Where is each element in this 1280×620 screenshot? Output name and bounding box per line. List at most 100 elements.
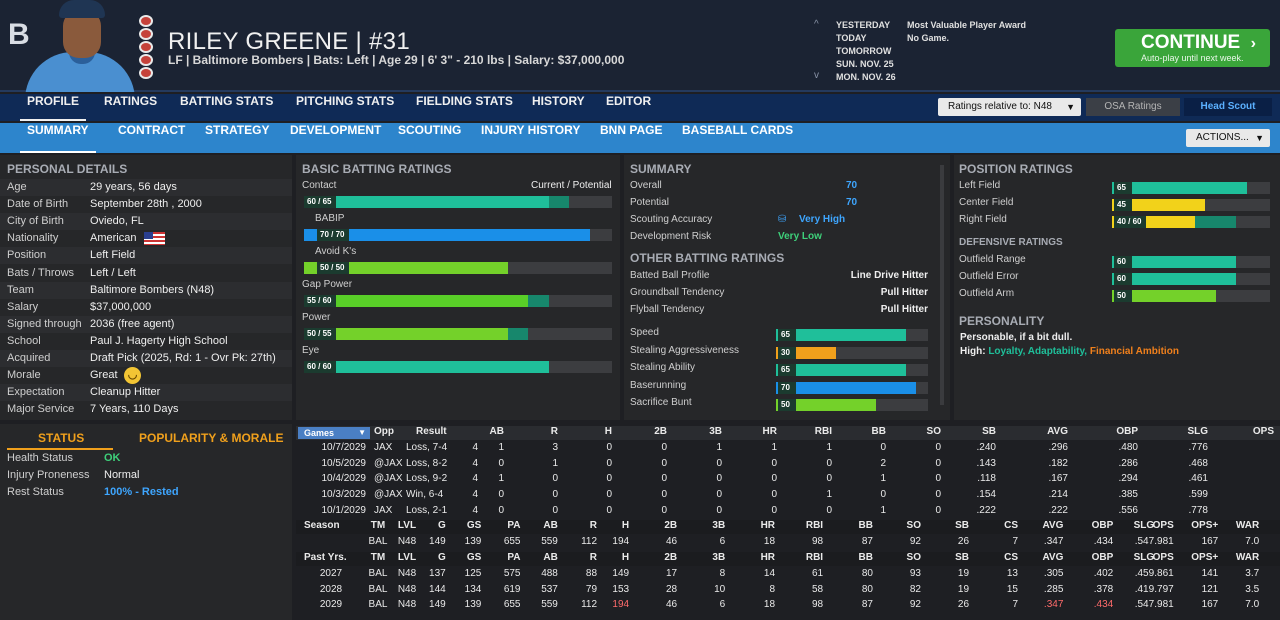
- season-row-cell: 26: [957, 536, 970, 547]
- season-header-row-cell: R: [589, 520, 598, 531]
- game-cell: 10/1/2029: [321, 504, 367, 516]
- position-current-fill: [1112, 182, 1247, 194]
- past-row-cell: 125: [464, 568, 482, 579]
- tab-popularity-morale[interactable]: POPULARITY & MORALE: [139, 431, 284, 445]
- tab-fielding-stats[interactable]: FIELDING STATS: [416, 94, 513, 108]
- defense-bar: [1112, 273, 1270, 285]
- rating-chip: 60 / 60: [304, 361, 336, 373]
- summary-label: Scouting Accuracy: [630, 214, 713, 225]
- bar-label: Stealing Aggressiveness: [630, 344, 739, 356]
- past-row-cell: 46: [666, 599, 678, 611]
- games-select[interactable]: Games ▼: [298, 427, 370, 439]
- game-row: 10/1/2029 JAX Loss, 2-1 4 0 0 0 0 0 0 0 1 0 .222 .222.…: [296, 505, 1280, 519]
- tab-editor[interactable]: EDITOR: [606, 94, 652, 108]
- chevron-up-icon[interactable]: ^: [814, 19, 819, 30]
- game-cell: Loss, 2-1: [406, 504, 448, 516]
- date-yesterday[interactable]: YESTERDAY: [836, 20, 891, 30]
- past-row-cell: 112: [581, 599, 598, 611]
- tab-batting-stats[interactable]: BATTING STATS: [180, 94, 274, 108]
- tab-injury-history[interactable]: INJURY HISTORY: [481, 123, 581, 137]
- season-row-cell: 139: [464, 536, 482, 547]
- date-sun[interactable]: SUN. NOV. 25: [836, 59, 894, 69]
- tab-baseball-cards[interactable]: BASEBALL CARDS: [682, 123, 794, 137]
- summary-value: Very Low: [778, 231, 822, 242]
- game-cell: 4: [472, 489, 478, 501]
- chevron-down-icon[interactable]: v: [814, 70, 819, 81]
- past-header-row-cell: PA: [507, 552, 521, 563]
- game-cell: 0: [826, 457, 832, 469]
- game-cell: 10/5/2029: [321, 457, 367, 469]
- detail-row: Nationality American: [0, 230, 292, 247]
- tab-pitching-stats[interactable]: PITCHING STATS: [296, 94, 395, 108]
- event-today: No Game.: [907, 33, 950, 43]
- games-header-cell: HR: [762, 426, 777, 437]
- position-bar: [1112, 182, 1270, 194]
- summary-bar-fill: [776, 381, 916, 394]
- games-header-cell: BB: [871, 426, 886, 437]
- rating-current-fill: [304, 295, 529, 307]
- tab-profile[interactable]: PROFILE: [20, 94, 87, 121]
- continue-button[interactable]: CONTINUE Auto-play until next week. ›: [1115, 29, 1270, 67]
- past-row-cell: 141: [1201, 568, 1219, 579]
- tab-status[interactable]: STATUS: [38, 431, 85, 445]
- game-row: 10/7/2029 JAX Loss, 7-4 4 1 3 0 0 1 1 1 0 0 .240 .296.…: [296, 442, 1280, 456]
- date-tomorrow[interactable]: TOMORROW: [836, 46, 892, 56]
- game-cell: 0: [498, 489, 504, 501]
- summary-label: Overall: [630, 180, 662, 191]
- tab-scouting[interactable]: SCOUTING: [398, 123, 462, 137]
- season-header-row-cell: 3B: [712, 520, 726, 531]
- game-cell: 3: [552, 442, 558, 453]
- game-cell: 0: [935, 473, 941, 485]
- detail-label: Signed through: [7, 317, 82, 330]
- detail-row: Expectation Cleanup Hitter: [0, 384, 292, 402]
- past-row-cell: N48: [397, 568, 417, 579]
- rating-current-fill: [304, 361, 549, 373]
- head-scout-toggle[interactable]: Head Scout: [1184, 98, 1272, 116]
- games-header-cell: 2B: [654, 426, 667, 437]
- game-cell: Win, 6-4: [406, 489, 444, 501]
- past-row-cell: 144: [429, 583, 446, 595]
- status-row: Injury Proneness Normal: [0, 467, 292, 484]
- tab-strategy[interactable]: STRATEGY: [205, 123, 270, 137]
- game-cell: .468: [1188, 457, 1208, 469]
- summary-chip: 65: [778, 364, 796, 376]
- date-mon[interactable]: MON. NOV. 26: [836, 72, 896, 82]
- osa-ratings-toggle[interactable]: OSA Ratings: [1086, 98, 1180, 116]
- past-row-cell: 7: [1012, 599, 1018, 611]
- game-cell: .118: [977, 473, 996, 485]
- past-row-cell: .547: [1134, 599, 1155, 611]
- tab-ratings[interactable]: RATINGS: [104, 94, 158, 108]
- detail-value: September 28th , 2000: [90, 198, 202, 211]
- tab-contract[interactable]: CONTRACT: [118, 123, 186, 137]
- detail-value: Left / Left: [90, 266, 136, 279]
- chevron-down-icon: ▼: [1255, 133, 1264, 143]
- actions-select[interactable]: ACTIONS... ▼: [1186, 129, 1270, 147]
- tab-bnn-page[interactable]: BNN PAGE: [600, 123, 663, 137]
- games-header-cell: 3B: [709, 426, 722, 437]
- detail-label: Acquired: [7, 352, 51, 364]
- scrollbar[interactable]: [940, 165, 944, 405]
- season-header-row-cell: BB: [858, 520, 873, 531]
- games-header-cell: H: [604, 426, 612, 437]
- detail-label: Salary: [7, 300, 39, 313]
- game-cell: 4: [472, 457, 478, 469]
- past-row-cell: 17: [666, 568, 678, 579]
- past-row-cell: .285: [1043, 583, 1064, 595]
- player-meta: LF | Baltimore Bombers | Bats: Left | Ag…: [168, 53, 625, 67]
- summary-label: Development Risk: [630, 231, 712, 242]
- past-row-cell: 26: [957, 599, 970, 611]
- tab-history[interactable]: HISTORY: [532, 94, 585, 108]
- game-cell: 0: [880, 489, 886, 501]
- tab-summary[interactable]: SUMMARY: [20, 123, 96, 153]
- rating-chip: 55 / 60: [304, 295, 336, 307]
- personal-details-panel: PERSONAL DETAILS Age 29 years, 56 days Dat…: [0, 155, 292, 420]
- game-cell: JAX: [374, 504, 393, 516]
- ratings-relative-select[interactable]: Ratings relative to: N48 ▼: [938, 98, 1081, 116]
- season-row-cell: 149: [429, 536, 446, 547]
- tab-development[interactable]: DEVELOPMENT: [290, 123, 382, 137]
- game-cell: 0: [826, 504, 832, 516]
- past-row-cell: 655: [503, 599, 521, 611]
- rating-bar: [304, 262, 612, 274]
- detail-row: Date of Birth September 28th , 2000: [0, 196, 292, 213]
- date-today[interactable]: TODAY: [836, 33, 867, 43]
